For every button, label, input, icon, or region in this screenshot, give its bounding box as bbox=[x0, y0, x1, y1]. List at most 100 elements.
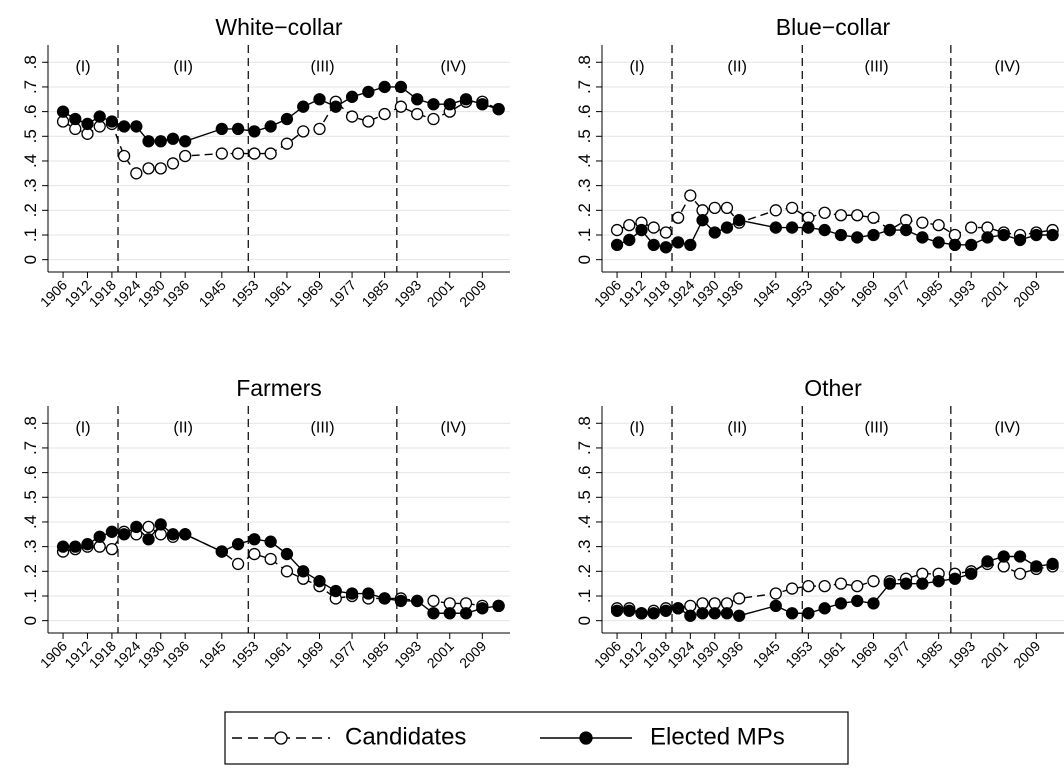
data-point bbox=[443, 98, 456, 111]
data-point bbox=[166, 528, 180, 541]
data-point bbox=[684, 238, 697, 252]
y-tick-label: 0 bbox=[21, 616, 40, 625]
data-point bbox=[899, 577, 913, 590]
y-tick-label: .7 bbox=[575, 441, 594, 455]
y-tick-label: .8 bbox=[21, 55, 40, 69]
data-point bbox=[411, 93, 424, 106]
data-point bbox=[932, 575, 945, 588]
data-point bbox=[867, 211, 880, 224]
data-point bbox=[179, 528, 192, 541]
data-point bbox=[867, 575, 880, 588]
data-point bbox=[708, 226, 721, 239]
x-tick-label: 1945 bbox=[196, 277, 229, 310]
data-point bbox=[733, 592, 746, 605]
y-tick-label: .2 bbox=[21, 564, 40, 578]
y-tick-label: .7 bbox=[575, 80, 594, 94]
y-tick-label: .8 bbox=[21, 416, 40, 430]
data-point bbox=[345, 110, 359, 123]
y-tick-label: .8 bbox=[575, 55, 594, 69]
data-point bbox=[142, 135, 155, 148]
data-point bbox=[130, 120, 143, 133]
data-point bbox=[696, 607, 709, 620]
x-tick-label: 1953 bbox=[228, 277, 261, 310]
y-tick-label: .1 bbox=[575, 589, 594, 603]
x-tick-label: 1969 bbox=[847, 638, 880, 671]
data-point bbox=[1030, 560, 1043, 573]
x-tick-label: 1993 bbox=[945, 638, 978, 671]
x-tick-label: 1985 bbox=[358, 638, 391, 671]
x-tick-label: 1945 bbox=[750, 638, 783, 671]
data-point bbox=[179, 135, 192, 148]
data-point bbox=[733, 609, 746, 622]
data-point bbox=[671, 236, 685, 249]
x-tick-label: 1969 bbox=[293, 638, 326, 671]
data-point bbox=[427, 607, 440, 620]
period-label: (III) bbox=[311, 419, 335, 436]
data-point bbox=[142, 520, 155, 534]
data-point bbox=[459, 93, 473, 106]
y-tick-label: .6 bbox=[21, 105, 40, 119]
data-point bbox=[948, 572, 962, 585]
data-point bbox=[659, 226, 673, 239]
data-point bbox=[610, 223, 624, 237]
data-point bbox=[720, 201, 734, 214]
data-point bbox=[851, 579, 864, 593]
data-point bbox=[264, 535, 277, 548]
y-tick-label: .6 bbox=[575, 466, 594, 480]
data-point bbox=[264, 120, 277, 133]
period-label: (IV) bbox=[995, 419, 1021, 436]
data-point bbox=[785, 607, 799, 620]
legend-label: Elected MPs bbox=[650, 723, 785, 750]
data-point bbox=[280, 137, 294, 150]
data-point bbox=[142, 533, 155, 546]
data-point bbox=[1013, 233, 1027, 247]
data-point bbox=[117, 149, 131, 163]
data-point bbox=[818, 579, 831, 593]
data-point bbox=[647, 221, 660, 234]
legend-box bbox=[224, 711, 849, 765]
y-tick-label: .3 bbox=[575, 540, 594, 554]
x-tick-label: 1977 bbox=[326, 638, 359, 671]
y-tick-label: .5 bbox=[21, 129, 40, 143]
data-point bbox=[130, 167, 143, 180]
data-point bbox=[851, 209, 864, 222]
x-tick-label: 2001 bbox=[424, 638, 457, 671]
data-point bbox=[1046, 228, 1059, 242]
data-point bbox=[231, 538, 245, 551]
data-point bbox=[720, 221, 734, 234]
y-tick-label: 0 bbox=[21, 255, 40, 264]
data-point bbox=[965, 221, 978, 234]
data-point bbox=[117, 528, 131, 541]
data-point bbox=[329, 584, 342, 598]
x-tick-label: 1969 bbox=[847, 277, 880, 310]
x-tick-label: 1953 bbox=[782, 638, 815, 671]
data-point bbox=[476, 98, 489, 111]
data-point bbox=[264, 552, 277, 566]
data-point bbox=[981, 231, 994, 244]
data-point bbox=[166, 157, 180, 170]
y-tick-label: .2 bbox=[21, 203, 40, 217]
data-point bbox=[362, 115, 375, 128]
data-point bbox=[297, 125, 310, 138]
data-point bbox=[818, 206, 831, 219]
y-tick-label: .3 bbox=[21, 540, 40, 554]
data-point bbox=[69, 112, 82, 126]
data-point bbox=[834, 597, 848, 610]
data-point bbox=[818, 602, 831, 615]
data-point bbox=[851, 594, 864, 608]
data-point bbox=[105, 542, 119, 556]
data-point bbox=[834, 577, 848, 590]
data-point bbox=[427, 98, 440, 111]
x-tick-label: 1961 bbox=[815, 277, 848, 310]
data-point bbox=[378, 107, 391, 121]
x-tick-label: 1961 bbox=[261, 638, 294, 671]
y-tick-label: .3 bbox=[575, 179, 594, 193]
data-point bbox=[733, 214, 746, 227]
y-tick-label: .8 bbox=[575, 416, 594, 430]
data-point bbox=[635, 223, 648, 237]
y-tick-label: .1 bbox=[21, 589, 40, 603]
data-point bbox=[948, 238, 962, 252]
data-point bbox=[248, 125, 261, 138]
data-point bbox=[280, 112, 294, 126]
data-point bbox=[56, 105, 70, 118]
